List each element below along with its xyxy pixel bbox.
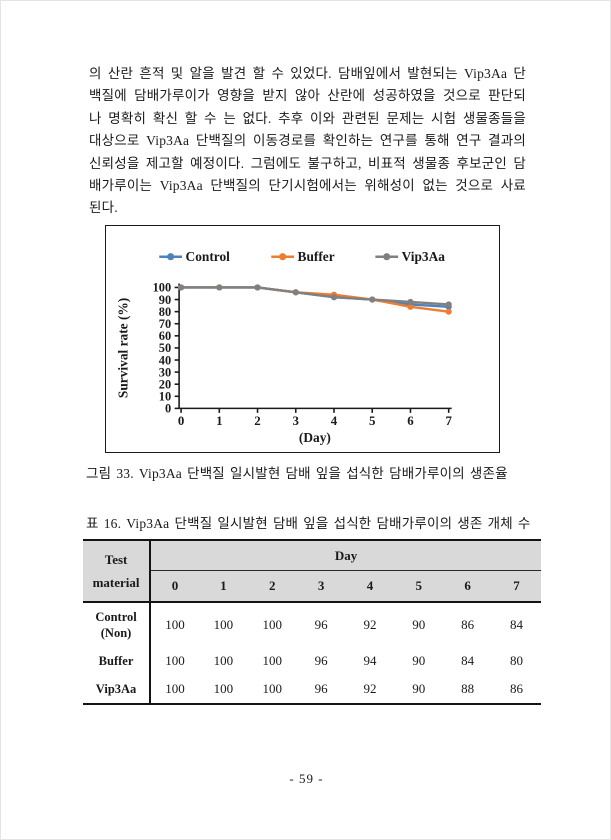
day-column-header: 5 bbox=[394, 570, 444, 602]
chart-point-buffer-day7 bbox=[445, 308, 452, 315]
table-cell: 86 bbox=[461, 616, 475, 632]
y-tick-label: 50 bbox=[159, 341, 171, 355]
table-row-control: Control (Non) 100 100 100 96 92 90 86 84 bbox=[83, 602, 541, 646]
day-column-header: 0 bbox=[150, 570, 199, 602]
table-cell: 96 bbox=[314, 652, 328, 668]
body-paragraph: 의 산란 흔적 및 알을 발견 할 수 있었다. 담배잎에서 발현되는 Vip3… bbox=[89, 66, 526, 216]
x-tick-label: 6 bbox=[407, 414, 414, 428]
table-cell: 96 bbox=[314, 616, 328, 632]
table-cell: 90 bbox=[412, 616, 426, 632]
day-column-header: 6 bbox=[443, 570, 493, 602]
legend-label-vip3aa: Vip3Aa bbox=[402, 249, 446, 264]
table-cell: 100 bbox=[165, 616, 185, 632]
table-day-group-header: Day bbox=[150, 540, 541, 571]
day-column-header: 4 bbox=[345, 570, 395, 602]
x-tick-label: 7 bbox=[445, 414, 452, 428]
y-tick-label: 10 bbox=[159, 390, 171, 404]
corner-header-line: material bbox=[92, 575, 140, 590]
y-axis-title: Survival rate (%) bbox=[116, 298, 131, 398]
y-tick-label: 70 bbox=[159, 317, 171, 331]
chart-point-vip3aa-day1 bbox=[216, 284, 223, 291]
legend-marker-buffer bbox=[279, 253, 287, 261]
table-cell: 90 bbox=[412, 652, 426, 668]
chart-point-vip3aa-day7 bbox=[445, 301, 452, 308]
table-cell: 100 bbox=[213, 652, 234, 668]
survival-rate-chart: Control Buffer Vip3Aa 0 10 20 30 40 50 60 70 80 90 10… bbox=[105, 225, 500, 453]
y-tick-label: 40 bbox=[159, 353, 171, 367]
figure-caption: 그림 33. Vip3Aa 단백질 일시발현 담배 잎을 섭식한 담배가루이의 … bbox=[86, 466, 508, 481]
row-label: Vip3Aa bbox=[83, 675, 152, 704]
day-column-header: 3 bbox=[296, 570, 346, 602]
chart-point-vip3aa-day6 bbox=[407, 298, 414, 306]
day-column-header: 7 bbox=[492, 570, 541, 602]
table-cell: 100 bbox=[262, 652, 282, 668]
chart-point-vip3aa-day2 bbox=[254, 284, 261, 291]
table-cell: 80 bbox=[510, 652, 524, 668]
table-cell: 100 bbox=[262, 616, 282, 632]
day-column-header: 1 bbox=[198, 570, 248, 602]
legend-label-buffer: Buffer bbox=[298, 249, 335, 264]
chart-point-vip3aa-day5 bbox=[369, 296, 376, 303]
table-cell: 96 bbox=[314, 681, 328, 696]
table-cell: 100 bbox=[213, 616, 234, 632]
table-cell: 100 bbox=[262, 681, 282, 696]
row-label: Control (Non) bbox=[83, 602, 152, 646]
table-cell: 88 bbox=[461, 681, 475, 696]
table-cell: 90 bbox=[412, 681, 426, 696]
y-tick-label: 90 bbox=[159, 293, 171, 307]
table-cell: 86 bbox=[510, 681, 524, 696]
table-cell: 92 bbox=[363, 681, 377, 696]
chart-canvas: Control Buffer Vip3Aa010203040506070809010… bbox=[116, 249, 453, 445]
y-tick-label: 0 bbox=[165, 402, 171, 416]
table-header-group-row: Test material Day bbox=[83, 540, 541, 603]
table-cell: 84 bbox=[461, 652, 475, 668]
x-tick-label: 1 bbox=[216, 414, 222, 428]
table-cell: 100 bbox=[213, 681, 234, 696]
y-tick-label: 100 bbox=[153, 281, 172, 295]
chart-point-buffer-day6 bbox=[407, 303, 414, 310]
x-tick-label: 2 bbox=[254, 414, 260, 428]
table-cell: 100 bbox=[165, 652, 185, 668]
y-tick-label: 80 bbox=[159, 305, 171, 319]
x-tick-label: 4 bbox=[331, 414, 338, 428]
x-tick-label: 3 bbox=[293, 414, 299, 428]
x-tick-label: 5 bbox=[369, 414, 375, 428]
table-row-buffer: Buffer 100 100 100 96 94 90 84 80 bbox=[83, 646, 541, 675]
page-number: - 59 - bbox=[289, 771, 324, 786]
x-axis-title: (Day) bbox=[299, 430, 331, 445]
x-tick-label: 0 bbox=[178, 414, 184, 428]
legend-label-control: Control bbox=[186, 249, 231, 264]
chart-point-vip3aa-day0 bbox=[178, 284, 185, 291]
chart-line-vip3aa bbox=[181, 286, 449, 306]
table-cell: 94 bbox=[363, 652, 377, 668]
legend-marker-control bbox=[167, 253, 175, 261]
legend-marker-vip3aa bbox=[383, 253, 391, 261]
chart-point-vip3aa-day3 bbox=[292, 289, 299, 296]
y-tick-label: 60 bbox=[159, 329, 171, 343]
table-cell: 92 bbox=[363, 616, 377, 632]
corner-header-line: Test bbox=[104, 552, 128, 567]
chart-point-vip3aa-day4 bbox=[330, 294, 338, 301]
table-caption: 표 16. Vip3Aa 단백질 일시발현 담배 잎을 섭식한 담배가루이의 생… bbox=[86, 516, 531, 531]
row-label: Buffer bbox=[83, 646, 152, 675]
table-cell: 84 bbox=[510, 616, 524, 632]
table-corner-header: Test material bbox=[83, 540, 152, 603]
table-row-vip3aa: Vip3Aa 100 100 100 96 92 90 88 86 bbox=[83, 675, 541, 704]
y-tick-label: 30 bbox=[159, 365, 171, 379]
table-cell: 100 bbox=[165, 681, 185, 696]
y-tick-label: 20 bbox=[159, 377, 171, 391]
day-column-header: 2 bbox=[247, 570, 297, 602]
